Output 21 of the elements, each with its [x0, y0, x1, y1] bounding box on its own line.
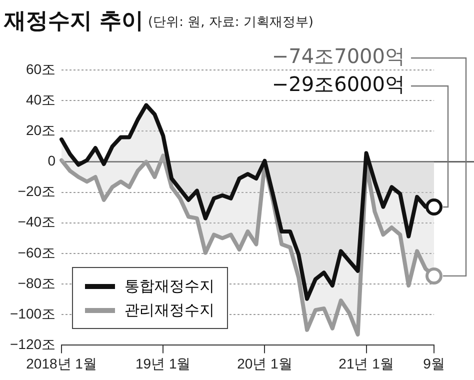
chart-subtitle: (단위: 원, 자료: 기획재정부): [148, 14, 314, 31]
y-tick-label: −80조: [18, 274, 56, 291]
x-tick-label: 19년 1월: [135, 355, 191, 372]
y-tick-label: 20조: [26, 122, 56, 138]
chart-title: 재정수지 추이: [4, 8, 144, 36]
annotation: −74조7000억: [272, 44, 405, 68]
y-tick-label: 40조: [26, 91, 56, 108]
x-tick-label: 2018년 1월: [26, 355, 97, 372]
y-tick-label: −120조: [10, 336, 56, 352]
x-tick-label: 21년 1월: [338, 355, 394, 372]
x-tick-label: 9월: [423, 355, 445, 372]
y-tick-label: −40조: [18, 214, 56, 230]
annotation: −29조6000억: [272, 72, 405, 96]
y-tick-label: 0: [48, 152, 56, 169]
y-tick-label: −60조: [18, 244, 56, 260]
y-tick-label: 60조: [26, 60, 56, 77]
legend-label: 통합재정수지: [124, 276, 215, 298]
y-tick-label: −100조: [10, 305, 56, 322]
y-tick-label: −20조: [18, 183, 56, 200]
x-tick-label: 20년 1월: [237, 355, 292, 372]
legend-label: 관리재정수지: [124, 300, 215, 322]
